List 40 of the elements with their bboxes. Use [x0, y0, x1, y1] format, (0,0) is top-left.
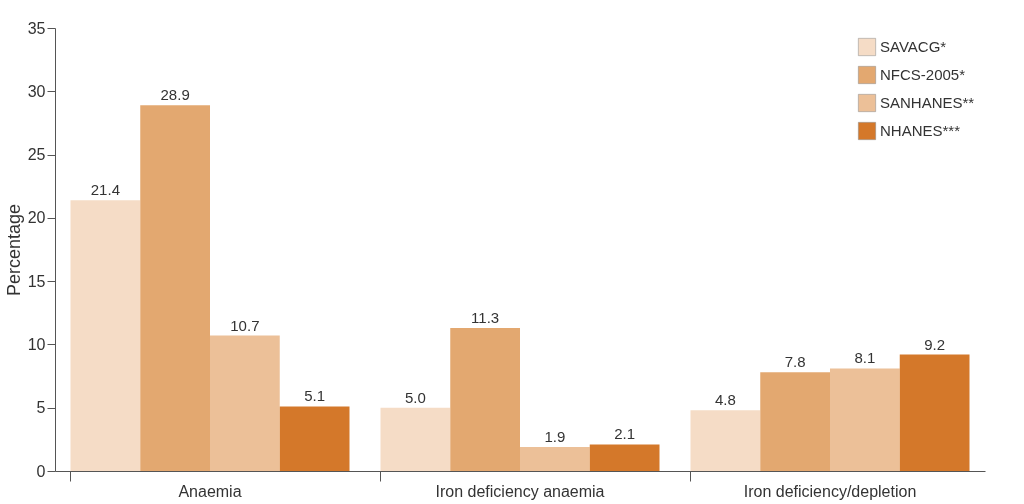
legend-label: SANHANES**: [880, 94, 975, 111]
bar: [380, 407, 451, 471]
bar: [589, 444, 660, 471]
data-label: 7.8: [784, 353, 806, 371]
data-label: 10.7: [230, 316, 260, 334]
data-label: 11.3: [471, 308, 500, 326]
y-tick-label: 25: [27, 146, 46, 164]
data-label: 8.1: [854, 349, 876, 367]
y-tick-label: 15: [27, 272, 46, 290]
data-label: 2.1: [614, 425, 636, 443]
bar: [70, 200, 141, 471]
bar: [140, 105, 210, 471]
legend-label: NHANES***: [880, 122, 961, 139]
bar: [279, 406, 350, 471]
legend-label: NFCS-2005*: [880, 66, 966, 83]
bar: [520, 446, 590, 471]
y-tick-label: 20: [27, 209, 46, 227]
bar: [760, 372, 830, 471]
data-label: 5.0: [404, 388, 426, 406]
y-tick-label: 0: [36, 462, 46, 480]
data-label: 4.8: [714, 391, 736, 409]
y-tick-label: 5: [36, 399, 46, 417]
bar: [690, 410, 761, 471]
y-tick-label: 30: [27, 82, 46, 100]
y-tick-label: 10: [27, 335, 46, 353]
x-tick-label: Iron deficiency anaemia: [435, 482, 605, 500]
data-label: 28.9: [160, 86, 190, 104]
bar: [830, 368, 900, 471]
x-tick-label: Iron deficiency/depletion: [743, 482, 917, 500]
data-label: 1.9: [544, 427, 566, 445]
x-tick-label: Anaemia: [178, 482, 242, 500]
y-axis-title: Percentage: [3, 203, 24, 297]
bar: [450, 327, 520, 471]
data-label: 21.4: [90, 181, 120, 199]
bar: [210, 335, 280, 471]
legend-label: SAVACG*: [880, 38, 947, 55]
data-label: 9.2: [924, 335, 946, 353]
data-label: 5.1: [304, 387, 326, 405]
bar: [899, 354, 970, 471]
y-tick-label: 35: [27, 19, 46, 37]
